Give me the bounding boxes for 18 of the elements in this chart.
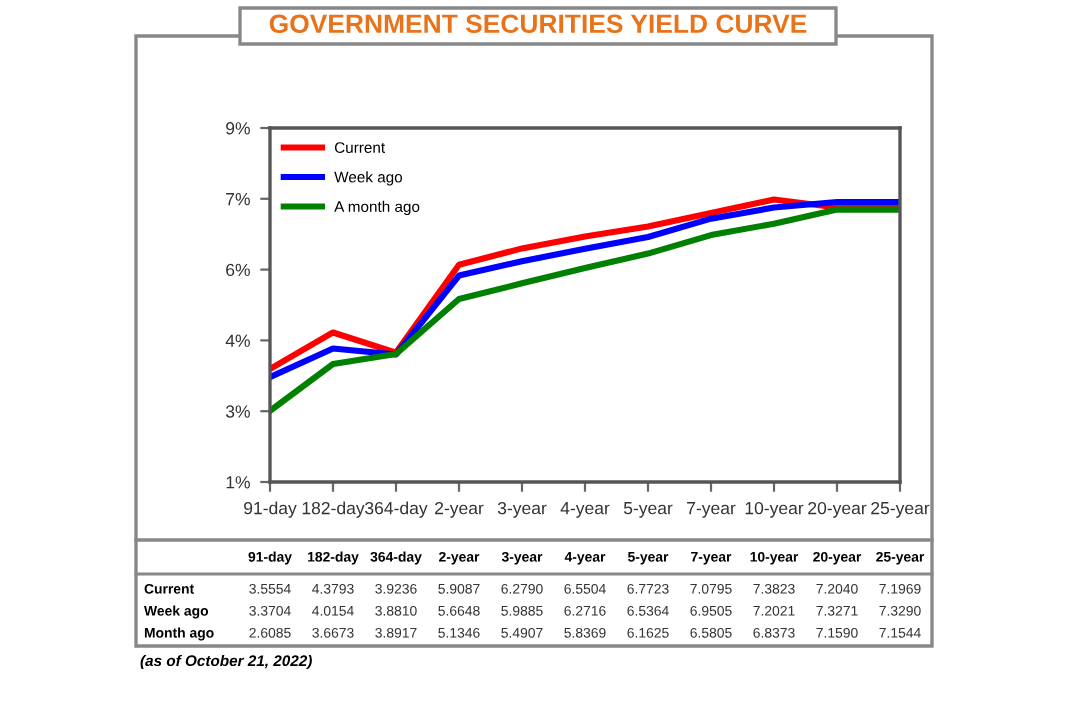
y-tick-label: 9% xyxy=(226,122,250,135)
x-tick-label: 10-year xyxy=(745,501,804,518)
x-tick-label: 4-year xyxy=(560,502,610,518)
x-tick-label: 91-day xyxy=(244,501,297,518)
x-tick-label: 364-day xyxy=(365,501,428,518)
x-tick-label: 7-year xyxy=(687,502,736,518)
x-tick-label: 182-day xyxy=(302,501,365,518)
y-tick-label: 6% xyxy=(226,263,250,277)
x-tick-label: 25-year xyxy=(871,501,930,518)
x-tick-label: 20-year xyxy=(808,501,867,518)
x-tick-label: 3-year xyxy=(497,501,547,518)
x-tick-label: 2-year xyxy=(435,501,484,518)
chart-title: GOVERNMENT SECURITIES YIELD CURVE xyxy=(269,14,807,34)
y-tick-label: 4% xyxy=(225,334,250,347)
y-tick-label: 3% xyxy=(225,405,250,418)
y-tick-label: 1% xyxy=(226,476,250,489)
y-tick-label: 7% xyxy=(226,193,250,206)
x-tick-label: 5-year xyxy=(623,502,673,518)
